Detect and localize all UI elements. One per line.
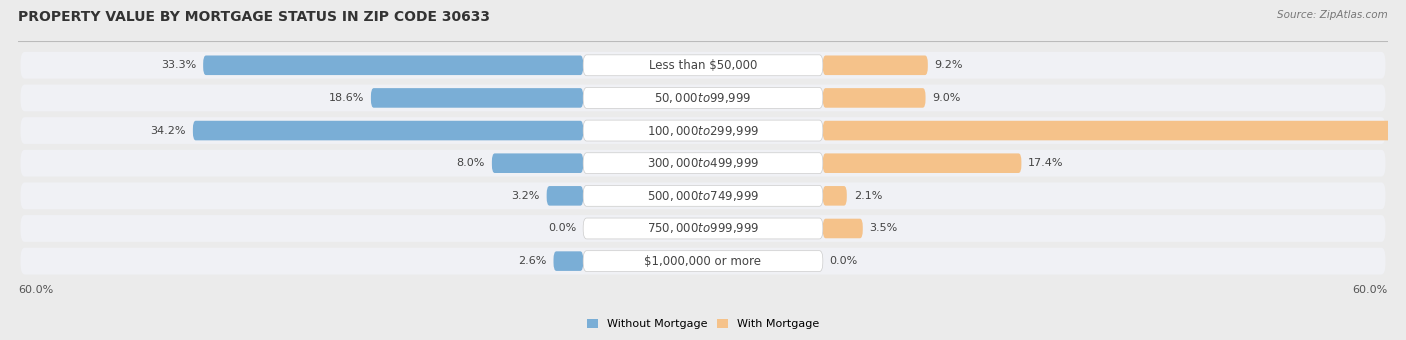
FancyBboxPatch shape [554, 251, 583, 271]
Text: 3.5%: 3.5% [870, 223, 898, 234]
FancyBboxPatch shape [21, 248, 1385, 274]
FancyBboxPatch shape [823, 186, 846, 206]
FancyBboxPatch shape [823, 153, 1021, 173]
FancyBboxPatch shape [21, 85, 1385, 111]
Text: 33.3%: 33.3% [162, 60, 197, 70]
Text: 8.0%: 8.0% [457, 158, 485, 168]
Text: 9.0%: 9.0% [932, 93, 960, 103]
Text: 18.6%: 18.6% [329, 93, 364, 103]
Text: $1,000,000 or more: $1,000,000 or more [644, 255, 762, 268]
FancyBboxPatch shape [21, 215, 1385, 242]
Text: $500,000 to $749,999: $500,000 to $749,999 [647, 189, 759, 203]
FancyBboxPatch shape [492, 153, 583, 173]
Text: 2.1%: 2.1% [853, 191, 882, 201]
FancyBboxPatch shape [823, 88, 925, 108]
Text: $100,000 to $299,999: $100,000 to $299,999 [647, 123, 759, 138]
FancyBboxPatch shape [193, 121, 583, 140]
FancyBboxPatch shape [547, 186, 583, 206]
FancyBboxPatch shape [583, 55, 823, 76]
FancyBboxPatch shape [21, 117, 1385, 144]
Text: 34.2%: 34.2% [150, 125, 186, 136]
Text: $300,000 to $499,999: $300,000 to $499,999 [647, 156, 759, 170]
FancyBboxPatch shape [21, 183, 1385, 209]
FancyBboxPatch shape [823, 121, 1406, 140]
FancyBboxPatch shape [583, 185, 823, 206]
Text: 2.6%: 2.6% [519, 256, 547, 266]
FancyBboxPatch shape [21, 150, 1385, 176]
Text: 60.0%: 60.0% [18, 285, 53, 295]
FancyBboxPatch shape [202, 55, 583, 75]
Text: 60.0%: 60.0% [1353, 285, 1388, 295]
Text: 9.2%: 9.2% [935, 60, 963, 70]
Text: Less than $50,000: Less than $50,000 [648, 59, 758, 72]
Text: $750,000 to $999,999: $750,000 to $999,999 [647, 221, 759, 236]
Text: 3.2%: 3.2% [512, 191, 540, 201]
Text: 0.0%: 0.0% [548, 223, 576, 234]
FancyBboxPatch shape [21, 52, 1385, 79]
FancyBboxPatch shape [823, 55, 928, 75]
Text: $50,000 to $99,999: $50,000 to $99,999 [654, 91, 752, 105]
FancyBboxPatch shape [583, 251, 823, 272]
FancyBboxPatch shape [823, 219, 863, 238]
Text: 0.0%: 0.0% [830, 256, 858, 266]
FancyBboxPatch shape [371, 88, 583, 108]
FancyBboxPatch shape [583, 218, 823, 239]
FancyBboxPatch shape [583, 87, 823, 108]
Text: 17.4%: 17.4% [1028, 158, 1064, 168]
FancyBboxPatch shape [583, 153, 823, 174]
Text: PROPERTY VALUE BY MORTGAGE STATUS IN ZIP CODE 30633: PROPERTY VALUE BY MORTGAGE STATUS IN ZIP… [18, 10, 491, 24]
Legend: Without Mortgage, With Mortgage: Without Mortgage, With Mortgage [582, 314, 824, 334]
FancyBboxPatch shape [583, 120, 823, 141]
Text: Source: ZipAtlas.com: Source: ZipAtlas.com [1277, 10, 1388, 20]
